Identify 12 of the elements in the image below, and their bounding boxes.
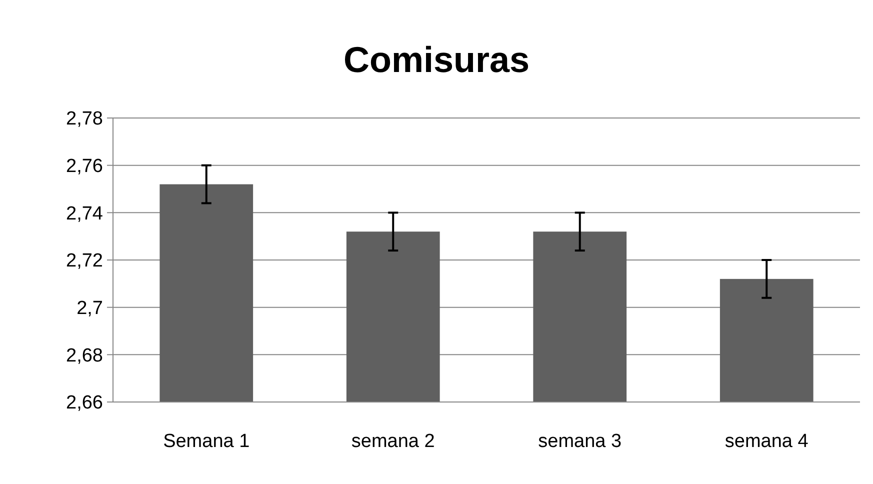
chart-title: Comisuras [343,39,530,80]
y-tick-label: 2,68 [66,345,103,366]
x-tick-label: semana 4 [724,431,809,452]
y-tick-label: 2,74 [66,203,104,224]
x-tick-label: semana 3 [538,431,622,452]
x-tick-label: Semana 1 [163,431,250,452]
x-tick-label: semana 2 [351,431,435,452]
y-tick-label: 2,66 [66,392,103,414]
y-tick-label: 2,7 [76,298,103,319]
y-tick-label: 2,78 [66,108,103,130]
y-tick-label: 2,72 [66,250,103,272]
y-tick-label: 2,76 [66,156,103,177]
